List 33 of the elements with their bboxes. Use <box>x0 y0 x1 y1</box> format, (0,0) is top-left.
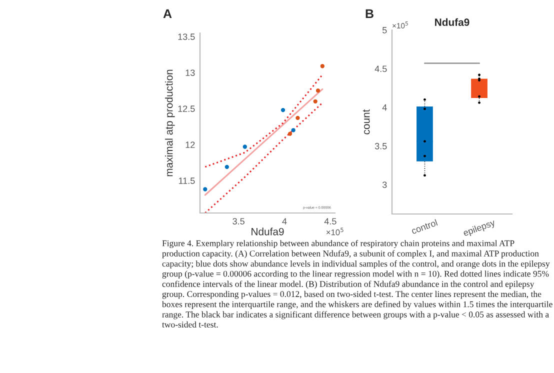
text: Figure 4. Exemplary relationship between abundance of respiratory chain proteins and maximal ATP production capacity. (A) Correlation between Ndufa9, a subunit of complex I, and maximal ATP production capacity; blue dots show abundance levels in individual samples of the control, and orange dots in the epilepsy group (p-value = 0.00006 according to the linear regression model with n = 10). Red dotted lines indicate 95% confidence intervals of the linear model. (B) Distribution of Ndufa9 abundance in the control and epilepsy group. Corresponding p-values = 0.012, based on two-sided t-test. The center lines represent the median, the boxes represent the interquartile range, and the whiskers are defined by values within 1.5 times the interquartile range. The black bar indicates a significant difference between groups with a p-value < 0.05 as assessed with a two-sided t-test. <box>162 240 552 328</box>
y-tick-label: 5 <box>382 27 387 34</box>
text: A <box>163 9 172 18</box>
point <box>242 144 247 149</box>
point <box>280 108 286 112</box>
point <box>320 64 324 68</box>
point <box>203 187 208 192</box>
y-axis-title: maximal atp production <box>165 70 175 176</box>
y-tick-label: 13 <box>186 70 195 76</box>
y-axis-title: count <box>362 109 370 134</box>
point <box>316 88 320 93</box>
x-tick-label: 3.5 <box>232 218 244 224</box>
point <box>296 116 300 120</box>
text: B <box>366 9 374 18</box>
x-tick-label: control <box>410 219 438 234</box>
text: ×10$^{5}$ <box>326 228 344 236</box>
x-tick-label: 4.5 <box>324 218 336 224</box>
x-tick-label: 4 <box>282 218 287 224</box>
x-axis-title: Ndufa9 <box>252 228 284 236</box>
point <box>288 132 292 136</box>
line-series <box>204 74 324 168</box>
y-tick-label: 12.5 <box>178 106 195 112</box>
point <box>291 128 296 132</box>
point <box>224 164 229 170</box>
y-tick-label: 4 <box>382 104 387 111</box>
y-tick-label: 11.5 <box>178 178 195 184</box>
chart-title: Ndufa9 <box>435 18 470 26</box>
y-tick-label: 12 <box>186 142 195 148</box>
y-tick-label: 3 <box>382 182 387 188</box>
y-tick-label: 3.5 <box>374 142 387 150</box>
y-tick-label: 4.5 <box>374 66 387 72</box>
y-tick-label: 13.5 <box>178 34 195 40</box>
point <box>313 99 318 104</box>
